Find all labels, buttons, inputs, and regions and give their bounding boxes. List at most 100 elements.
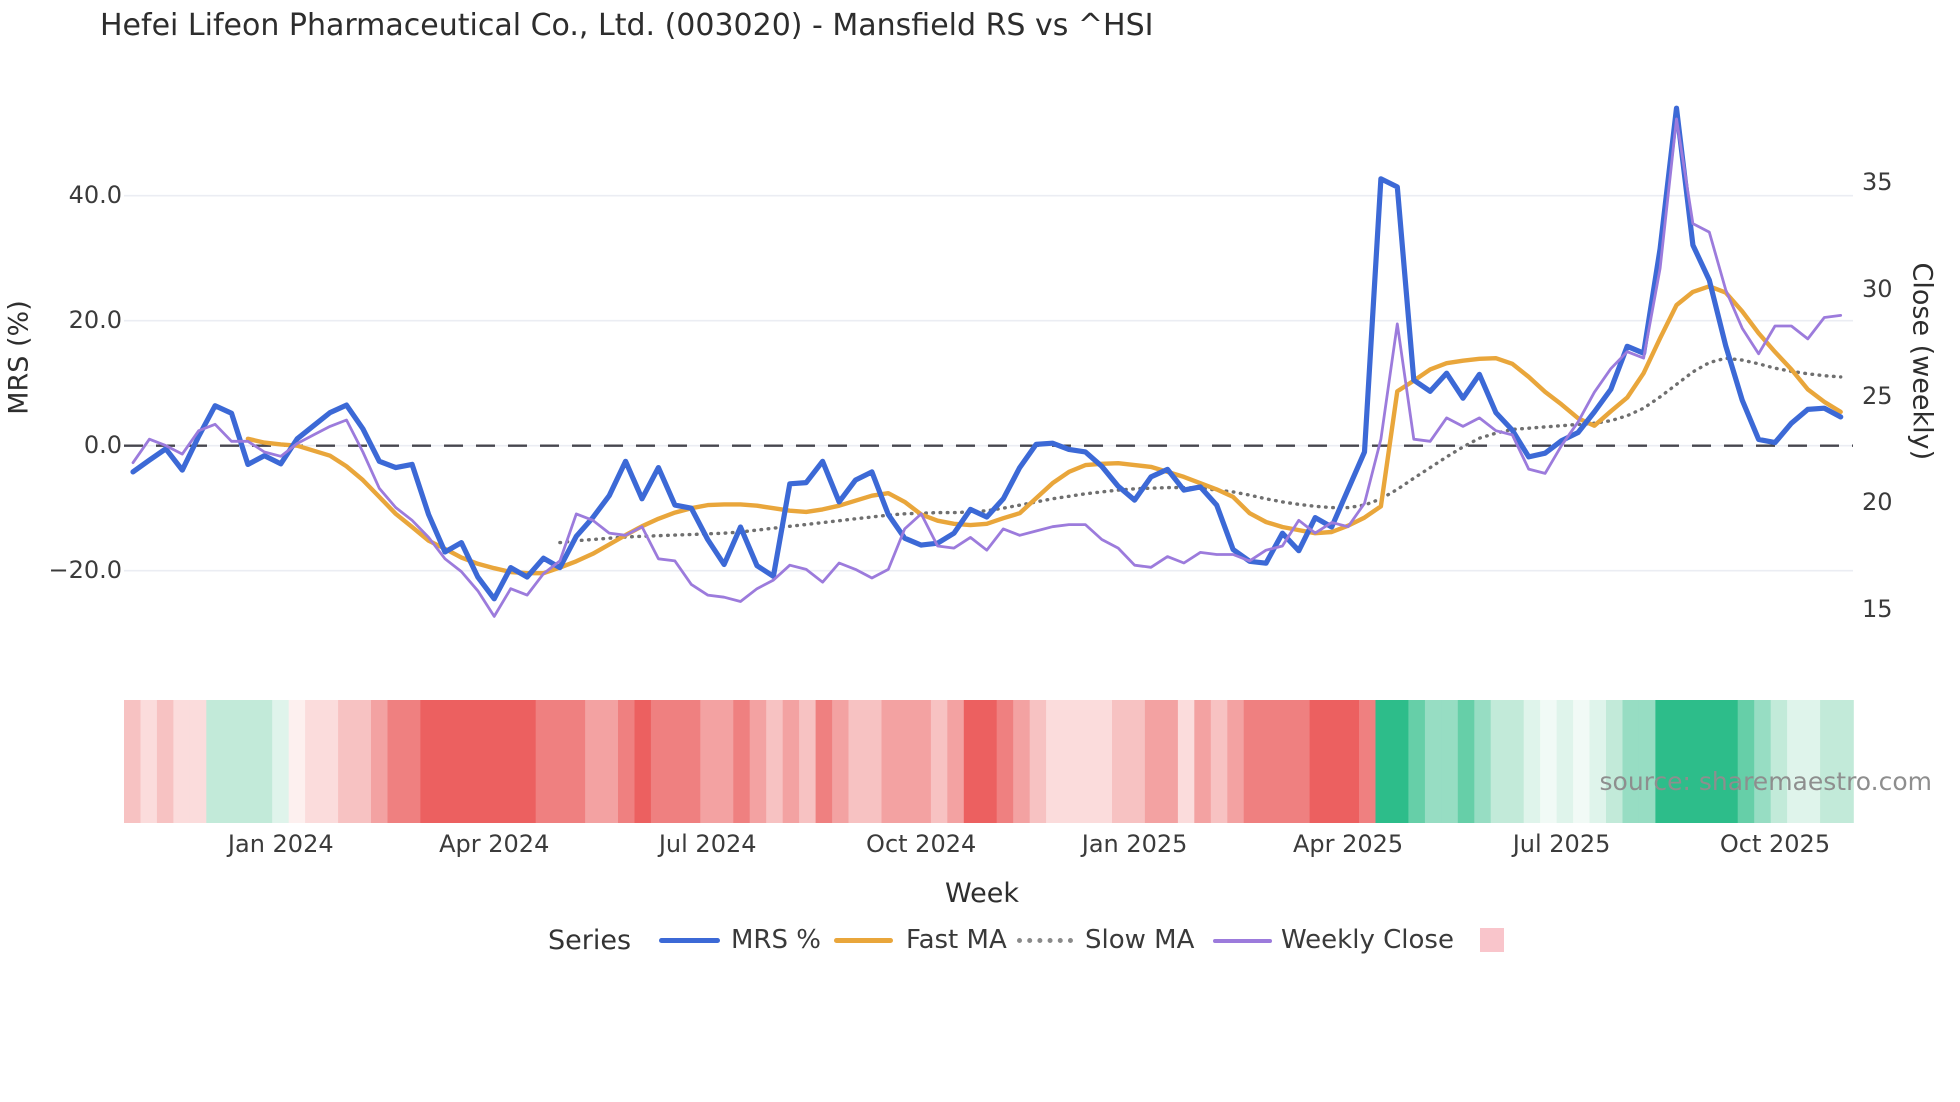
- series-line-weekly-close: [131, 117, 1843, 618]
- heat-cell: [1573, 700, 1591, 823]
- heat-cell: [387, 700, 405, 823]
- x-tick-label: Apr 2024: [439, 830, 550, 858]
- chart-title: Hefei Lifeon Pharmaceutical Co., Ltd. (0…: [100, 8, 1154, 43]
- heat-cell: [634, 700, 652, 823]
- legend-title: Series: [548, 925, 632, 956]
- x-tick-label: Jan 2024: [227, 830, 334, 858]
- heat-cell: [189, 700, 208, 823]
- heat-cell: [1342, 700, 1360, 823]
- heat-cell: [1326, 700, 1344, 823]
- heat-cell: [124, 700, 142, 823]
- heat-cell: [1095, 700, 1113, 823]
- heat-cell: [1161, 700, 1179, 823]
- heat-cell: [371, 700, 389, 823]
- heat-cell: [453, 700, 471, 823]
- heat-cell: [403, 700, 422, 823]
- heat-cell: [305, 700, 323, 823]
- heat-cell: [354, 700, 372, 823]
- heat-cell: [1721, 700, 1739, 823]
- heat-cell: [535, 700, 553, 823]
- heat-cell: [996, 700, 1014, 823]
- x-tick-label: Apr 2025: [1292, 830, 1404, 858]
- heat-cell: [1359, 700, 1377, 823]
- heat-cell: [486, 700, 504, 823]
- heat-cell: [1507, 700, 1525, 823]
- heat-cell: [519, 700, 537, 823]
- series-line-fast-ma: [245, 284, 1843, 576]
- y-tick-label-left: −20.0: [48, 555, 122, 584]
- source-watermark: source: sharemaestro.com: [1599, 767, 1933, 796]
- heat-cell: [338, 700, 356, 823]
- heat-cell: [1013, 700, 1031, 823]
- heat-cell: [1540, 700, 1558, 823]
- y-tick-label-right: 25: [1862, 381, 1893, 410]
- heat-cell: [222, 700, 241, 823]
- heat-cell: [1112, 700, 1130, 823]
- heat-cell: [782, 700, 800, 823]
- left-axis-title: MRS (%): [3, 300, 35, 415]
- heat-cell: [881, 700, 899, 823]
- heat-cell: [1474, 700, 1492, 823]
- heat-cell: [1046, 700, 1064, 823]
- heat-cell: [1770, 700, 1788, 823]
- heat-cell: [1441, 700, 1459, 823]
- heat-cell: [255, 700, 273, 823]
- heat-cell: [963, 700, 982, 823]
- heat-cell: [1655, 700, 1673, 823]
- heat-cell: [1309, 700, 1327, 823]
- legend-swatch-heatmap: [1480, 928, 1504, 952]
- heat-cell: [1589, 700, 1607, 823]
- heat-cell: [1227, 700, 1245, 823]
- heat-cell: [1836, 700, 1854, 823]
- heat-cell: [650, 700, 669, 823]
- heat-cell: [815, 700, 833, 823]
- heat-cell: [1606, 700, 1624, 823]
- heat-cell: [1293, 700, 1311, 823]
- legend-swatch-fast-ma: [834, 938, 893, 943]
- x-tick-label: Oct 2024: [866, 830, 977, 858]
- heat-cell: [469, 700, 488, 823]
- heat-cell: [832, 700, 850, 823]
- heat-cell: [1688, 700, 1706, 823]
- heat-cell: [897, 700, 916, 823]
- heat-cell: [1556, 700, 1574, 823]
- heat-cell: [1128, 700, 1146, 823]
- heat-cell: [420, 700, 438, 823]
- heat-cell: [980, 700, 998, 823]
- legend-label-weekly-close: Weekly Close: [1281, 925, 1454, 955]
- heat-cell: [1754, 700, 1772, 823]
- heat-cell: [667, 700, 685, 823]
- legend-swatch-weekly-close: [1213, 939, 1272, 943]
- heat-cell: [700, 700, 718, 823]
- heat-cell: [321, 700, 339, 823]
- series-line-mrs-: [130, 105, 1844, 602]
- legend-label-fast-ma: Fast MA: [906, 925, 1007, 955]
- heat-cell: [1638, 700, 1657, 823]
- heat-cell: [914, 700, 932, 823]
- heat-cell: [1490, 700, 1508, 823]
- heat-cell: [1029, 700, 1047, 823]
- heat-cell: [1408, 700, 1426, 823]
- heat-cell: [1243, 700, 1261, 823]
- heat-cell: [930, 700, 949, 823]
- heat-cell: [1787, 700, 1805, 823]
- y-tick-label-left: 40.0: [68, 180, 122, 209]
- legend-label-slow-ma: Slow MA: [1085, 925, 1195, 955]
- heat-cell: [1276, 700, 1294, 823]
- x-axis-title: Week: [945, 878, 1019, 909]
- series-line-slow-ma: [558, 356, 1843, 545]
- heat-cell: [239, 700, 257, 823]
- heat-cell: [618, 700, 636, 823]
- heat-cell: [436, 700, 455, 823]
- y-tick-label-right: 15: [1862, 595, 1893, 623]
- heat-cell: [947, 700, 965, 823]
- heat-cell: [1803, 700, 1821, 823]
- y-tick-label-left: 20.0: [68, 305, 122, 334]
- heat-cell: [749, 700, 767, 823]
- y-tick-label-right: 20: [1862, 488, 1893, 517]
- heat-cell: [173, 700, 191, 823]
- x-tick-label: Jan 2025: [1081, 830, 1188, 858]
- heat-cell: [733, 700, 751, 823]
- y-tick-label-right: 35: [1862, 168, 1893, 196]
